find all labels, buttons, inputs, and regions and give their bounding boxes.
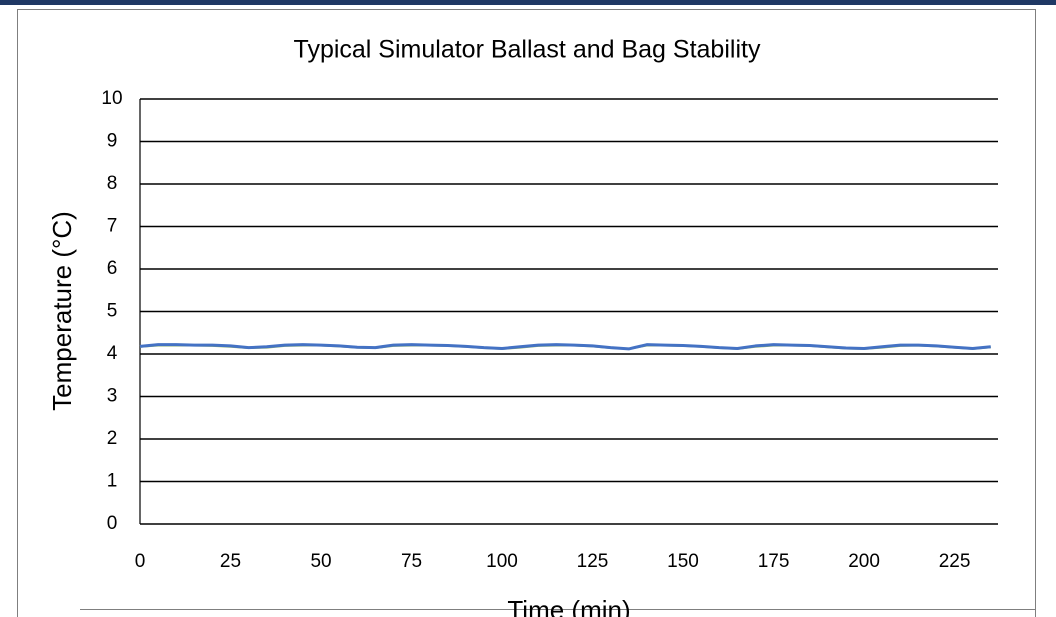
chart-frame	[17, 9, 1036, 617]
x-tick-label: 175	[758, 551, 790, 572]
x-tick-label: 225	[939, 551, 971, 572]
x-tick-label: 100	[486, 551, 518, 572]
y-tick-label: 7	[107, 216, 118, 237]
x-tick-label: 125	[577, 551, 609, 572]
y-tick-label: 0	[107, 513, 118, 534]
y-tick-label: 2	[107, 428, 118, 449]
x-tick-label: 200	[848, 551, 880, 572]
y-tick-label: 3	[107, 386, 118, 407]
y-tick-label: 9	[107, 131, 118, 152]
x-tick-label: 25	[220, 551, 241, 572]
chart-title: Typical Simulator Ballast and Bag Stabil…	[294, 36, 761, 64]
y-axis-label: Temperature (°C)	[47, 211, 77, 411]
y-tick-label: 5	[107, 301, 118, 322]
x-tick-label: 150	[667, 551, 699, 572]
x-axis-label: Time (min)	[507, 595, 630, 617]
x-tick-label: 50	[310, 551, 331, 572]
x-tick-label: 75	[401, 551, 422, 572]
y-tick-label: 8	[107, 173, 118, 194]
line-series	[139, 343, 991, 351]
x-tick-label: 0	[135, 551, 146, 572]
y-tick-label: 1	[107, 471, 118, 492]
y-tick-label: 6	[107, 258, 118, 279]
y-tick-label: 10	[101, 88, 122, 109]
header-bar	[0, 0, 1056, 5]
y-tick-label: 4	[107, 343, 118, 364]
